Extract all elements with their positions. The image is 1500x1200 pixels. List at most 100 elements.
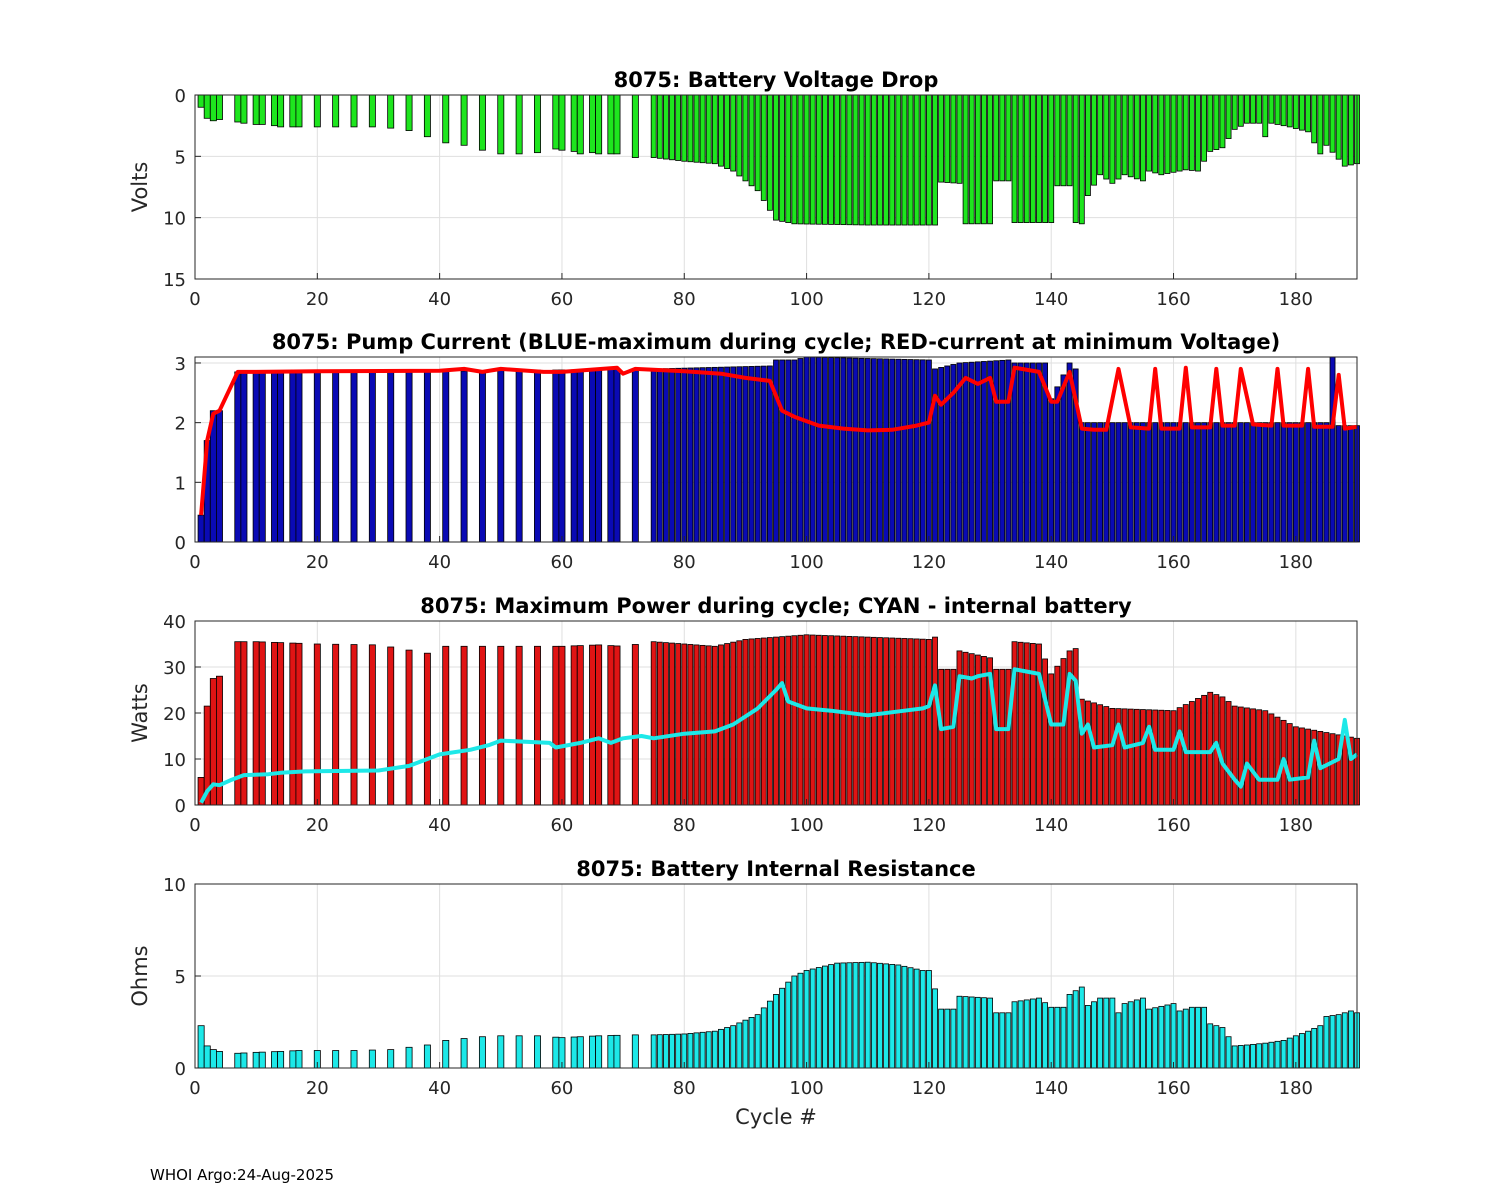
bar <box>1280 94 1287 127</box>
bar <box>1176 707 1183 806</box>
bar <box>1146 709 1152 806</box>
bar <box>515 370 523 543</box>
bar <box>834 94 841 225</box>
bar <box>895 358 902 543</box>
bar <box>1115 1012 1122 1069</box>
bar <box>1341 735 1348 806</box>
bar <box>1091 702 1097 806</box>
bar <box>1182 94 1189 171</box>
bar <box>497 1035 505 1069</box>
bar <box>742 94 749 182</box>
bar <box>1268 422 1275 543</box>
bar <box>1299 1033 1305 1069</box>
bar <box>216 1051 223 1069</box>
bar <box>681 94 688 162</box>
bar <box>968 94 975 225</box>
bar <box>889 637 896 806</box>
bar <box>515 1035 523 1069</box>
x-tick-label: 80 <box>673 552 696 573</box>
bar <box>730 94 737 172</box>
bar <box>724 94 730 169</box>
bar <box>907 967 914 1069</box>
bar <box>760 365 767 543</box>
bar <box>828 635 834 806</box>
bar <box>197 514 205 543</box>
bar <box>840 635 847 806</box>
bar <box>534 645 541 806</box>
bar <box>1109 94 1116 184</box>
series-line <box>199 365 1358 516</box>
bar <box>809 356 816 543</box>
bar <box>277 371 285 543</box>
bar <box>1237 422 1244 543</box>
bar <box>1231 422 1238 543</box>
bar <box>1280 1040 1287 1069</box>
bar <box>1146 422 1152 543</box>
bar <box>252 94 260 125</box>
bar <box>889 94 896 226</box>
bar <box>1347 94 1354 166</box>
bar <box>895 637 902 806</box>
bar <box>271 371 278 543</box>
bar <box>258 371 266 543</box>
bar <box>1195 422 1201 543</box>
x-tick-label: 40 <box>428 815 451 836</box>
bar <box>240 1052 248 1069</box>
bar <box>803 94 810 225</box>
chart-title: 8075: Pump Current (BLUE-maximum during … <box>272 330 1280 354</box>
bar <box>840 962 847 1069</box>
bar <box>1127 708 1134 806</box>
bar <box>332 94 340 128</box>
bar <box>1188 422 1195 543</box>
bar <box>1072 990 1079 1069</box>
bar <box>589 1035 596 1069</box>
bar <box>974 361 981 543</box>
bar <box>932 94 938 226</box>
bar <box>589 94 596 154</box>
bar <box>1152 94 1159 174</box>
bar <box>1329 94 1336 153</box>
bar <box>442 94 450 144</box>
series-line <box>199 667 1359 804</box>
bar <box>748 94 755 187</box>
y-tick-label: 5 <box>175 967 186 988</box>
bar <box>570 94 578 152</box>
bar <box>234 371 242 543</box>
bar <box>907 638 914 806</box>
bar <box>760 1007 767 1069</box>
bar <box>252 371 260 543</box>
bar <box>595 369 603 543</box>
bar <box>736 1022 743 1069</box>
bar <box>974 996 981 1069</box>
y-tick-label: 0 <box>175 1059 186 1080</box>
bar <box>938 668 945 806</box>
bar <box>925 359 932 543</box>
bar <box>742 639 749 806</box>
bar <box>815 634 822 806</box>
bar <box>1036 643 1042 806</box>
bar <box>1268 1041 1275 1069</box>
bar <box>1060 658 1067 806</box>
bar <box>1097 704 1104 806</box>
bar <box>607 1035 615 1069</box>
x-axis-label: Cycle # <box>735 1105 817 1129</box>
bar <box>1207 1023 1214 1069</box>
bar <box>405 94 413 131</box>
bar <box>981 94 987 225</box>
bar <box>1274 94 1281 125</box>
bar <box>785 981 792 1069</box>
bar <box>1329 356 1336 543</box>
bar <box>925 94 932 226</box>
bar <box>736 94 743 177</box>
bar <box>736 366 743 543</box>
y-tick-label: 30 <box>163 658 186 679</box>
y-axis-label: Ohms <box>128 945 152 1006</box>
bar <box>1029 362 1036 543</box>
bar <box>1097 997 1104 1069</box>
bar <box>1274 716 1281 806</box>
chart-resistance: 0 20 40 60 80 100 120 140 160 180 0 5 10 8075: Batter… <box>128 857 1360 1129</box>
bar <box>1152 1007 1159 1069</box>
bar <box>760 94 767 201</box>
bar <box>1011 362 1018 543</box>
